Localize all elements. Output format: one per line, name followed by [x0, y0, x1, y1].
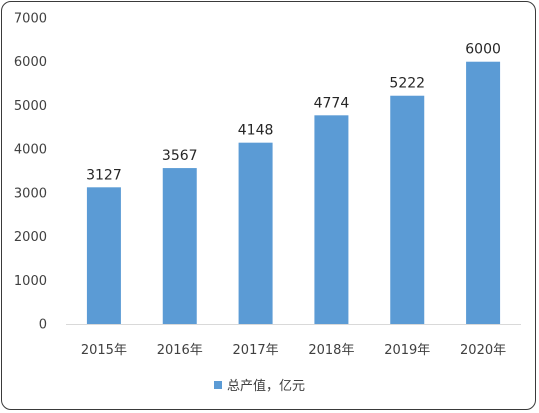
- bar: [238, 142, 273, 324]
- bar: [162, 168, 197, 324]
- x-tick-label: 2019年: [384, 343, 430, 358]
- x-tick-label: 2020年: [460, 343, 506, 358]
- data-labels: 3127 3567 4148 4774 5222 6000: [86, 42, 501, 184]
- data-label: 6000: [465, 42, 501, 58]
- legend-label: 总产值，亿元: [227, 378, 305, 394]
- data-label: 4148: [238, 123, 274, 139]
- data-label: 3127: [86, 167, 122, 183]
- legend: 总产值，亿元: [214, 378, 305, 394]
- data-label: 3567: [162, 148, 198, 164]
- y-axis-ticks: 0 1000 2000 3000 4000 5000 6000 7000: [14, 12, 47, 333]
- x-axis-ticks: 2015年 2016年 2017年 2018年 2019年 2020年: [81, 343, 506, 358]
- y-tick-label: 2000: [14, 230, 47, 245]
- y-tick-label: 5000: [14, 99, 47, 114]
- x-tick-label: 2015年: [81, 343, 127, 358]
- y-tick-label: 6000: [14, 55, 47, 70]
- bar: [86, 187, 121, 324]
- bar: [390, 95, 425, 324]
- x-tick-label: 2016年: [157, 343, 203, 358]
- y-tick-label: 7000: [14, 12, 47, 27]
- y-tick-label: 0: [39, 318, 47, 333]
- bar: [466, 61, 501, 324]
- legend-swatch: [214, 381, 222, 389]
- bars: [86, 61, 501, 324]
- x-tick-label: 2018年: [308, 343, 354, 358]
- y-tick-label: 4000: [14, 143, 47, 158]
- bar: [314, 115, 349, 324]
- data-label: 4774: [314, 95, 350, 111]
- y-tick-label: 1000: [14, 274, 47, 289]
- x-tick-label: 2017年: [233, 343, 279, 358]
- y-tick-label: 3000: [14, 186, 47, 201]
- data-label: 5222: [389, 76, 425, 92]
